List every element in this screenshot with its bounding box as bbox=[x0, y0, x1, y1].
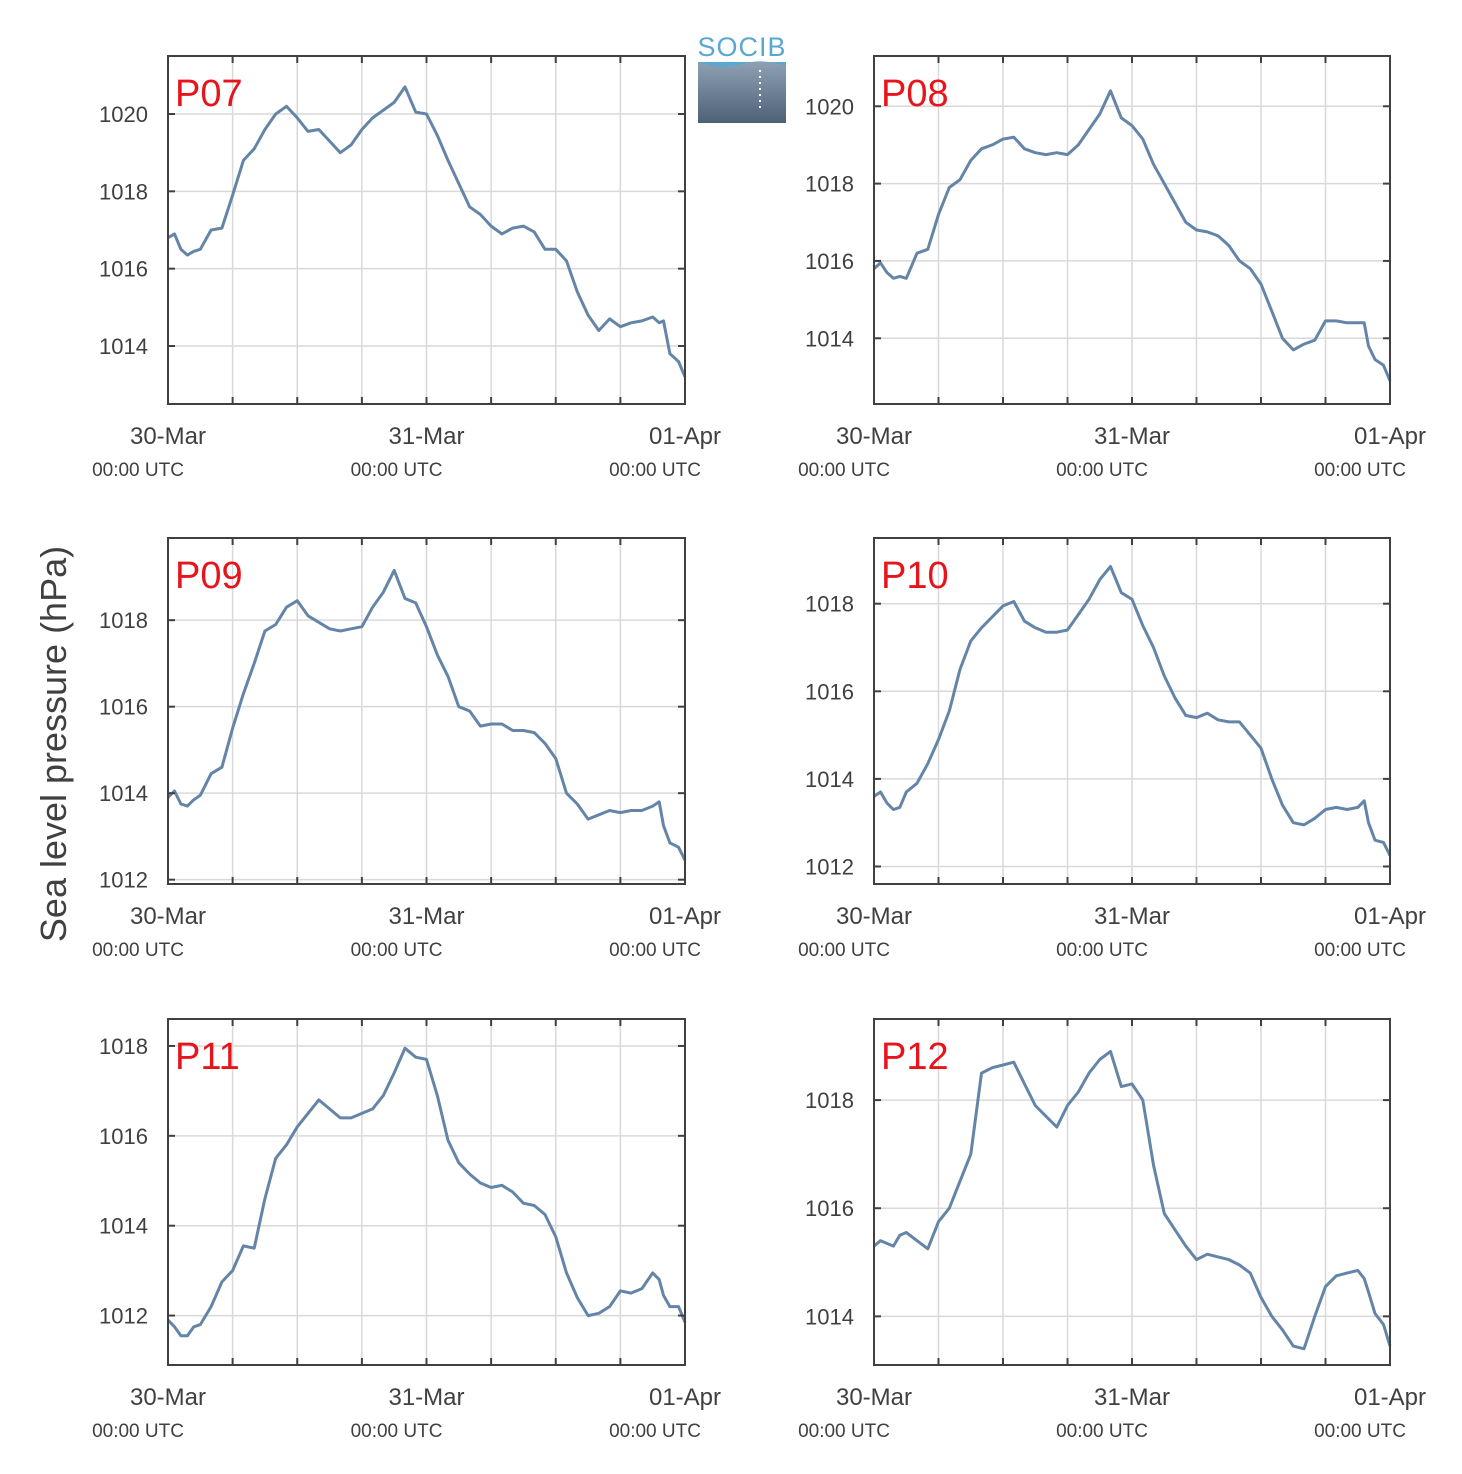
x-tick-label-date: 30-Mar bbox=[836, 423, 912, 450]
x-tick-label-time: 00:00 UTC bbox=[609, 460, 701, 481]
y-tick-label: 1018 bbox=[99, 1034, 148, 1059]
x-tick-label-date: 01-Apr bbox=[649, 423, 721, 450]
x-tick-label-time: 00:00 UTC bbox=[351, 460, 443, 481]
series-line-p11 bbox=[166, 1046, 687, 1338]
x-tick-label-time: 00:00 UTC bbox=[92, 940, 184, 961]
y-tick-label: 1016 bbox=[805, 249, 854, 274]
y-tick-label: 1018 bbox=[805, 1088, 854, 1113]
panel-p07: 1014 1016 1018 1020 30-Mar 00:00 UTC 31-Mar 00:… bbox=[92, 55, 721, 481]
x-tick-label-time: 00:00 UTC bbox=[609, 940, 701, 961]
x-tick-label-date: 01-Apr bbox=[1354, 1384, 1426, 1411]
panel-p09: 1012 1014 1016 1018 30-Mar 00:00 UTC 31-Mar 00:… bbox=[92, 537, 721, 961]
station-label-p07: P07 bbox=[175, 73, 243, 115]
panel-p10: 1012 1014 1016 1018 30-Mar 00:00 UTC 31-Mar 00:… bbox=[798, 537, 1426, 961]
station-label-p08: P08 bbox=[881, 73, 949, 115]
y-tick-label: 1014 bbox=[99, 781, 148, 806]
y-axis-label: Sea level pressure (hPa) bbox=[33, 546, 74, 942]
x-tick-label-time: 00:00 UTC bbox=[1314, 1421, 1406, 1442]
y-tick-label: 1014 bbox=[805, 1304, 854, 1329]
y-tick-label: 1016 bbox=[99, 257, 148, 282]
y-tick-label: 1020 bbox=[805, 94, 854, 119]
logo-block bbox=[698, 62, 786, 123]
x-tick-label-date: 31-Mar bbox=[388, 1384, 464, 1411]
x-tick-label-time: 00:00 UTC bbox=[798, 1421, 890, 1442]
y-tick-label: 1020 bbox=[99, 102, 148, 127]
y-tick-label: 1012 bbox=[99, 1304, 148, 1329]
x-tick-label-date: 31-Mar bbox=[1094, 1384, 1170, 1411]
x-tick-label-time: 00:00 UTC bbox=[1056, 460, 1148, 481]
y-tick-label: 1012 bbox=[805, 854, 854, 879]
y-tick-label: 1018 bbox=[805, 592, 854, 617]
x-tick-label-date: 01-Apr bbox=[1354, 423, 1426, 450]
x-tick-label-date: 30-Mar bbox=[130, 1384, 206, 1411]
y-tick-label: 1018 bbox=[805, 172, 854, 197]
series-line-p09 bbox=[166, 568, 687, 861]
y-tick-label: 1014 bbox=[805, 767, 854, 792]
logo-wave bbox=[698, 61, 786, 67]
x-tick-label-time: 00:00 UTC bbox=[351, 940, 443, 961]
x-tick-label-date: 31-Mar bbox=[1094, 903, 1170, 930]
x-tick-label-date: 30-Mar bbox=[836, 1384, 912, 1411]
x-tick-label-time: 00:00 UTC bbox=[609, 1421, 701, 1442]
y-tick-label: 1016 bbox=[99, 695, 148, 720]
panels-container: 1014 1016 1018 1020 30-Mar 00:00 UTC 31-Mar 00:… bbox=[92, 55, 1426, 1442]
x-tick-label-time: 00:00 UTC bbox=[1056, 940, 1148, 961]
x-tick-label-time: 00:00 UTC bbox=[798, 940, 890, 961]
station-label-p10: P10 bbox=[881, 555, 949, 597]
y-tick-label: 1016 bbox=[805, 1196, 854, 1221]
x-tick-label-time: 00:00 UTC bbox=[1314, 460, 1406, 481]
y-tick-label: 1014 bbox=[99, 1214, 148, 1239]
y-tick-label: 1014 bbox=[805, 326, 854, 351]
y-tick-label: 1014 bbox=[99, 334, 148, 359]
series-line-p08 bbox=[873, 89, 1392, 382]
x-tick-label-time: 00:00 UTC bbox=[351, 1421, 443, 1442]
y-tick-label: 1016 bbox=[805, 679, 854, 704]
panel-p08: 1014 1016 1018 1020 30-Mar 00:00 UTC 31-Mar 00:… bbox=[798, 55, 1426, 481]
station-label-p09: P09 bbox=[175, 555, 243, 597]
x-tick-label-date: 01-Apr bbox=[649, 903, 721, 930]
series-line-p07 bbox=[167, 85, 687, 378]
y-tick-label: 1018 bbox=[99, 179, 148, 204]
x-tick-label-time: 00:00 UTC bbox=[92, 460, 184, 481]
x-tick-label-date: 01-Apr bbox=[649, 1384, 721, 1411]
x-tick-label-date: 30-Mar bbox=[836, 903, 912, 930]
station-label-p12: P12 bbox=[881, 1036, 949, 1078]
series-line-p10 bbox=[873, 565, 1392, 857]
y-tick-label: 1012 bbox=[99, 868, 148, 893]
x-tick-label-date: 30-Mar bbox=[130, 903, 206, 930]
y-tick-label: 1018 bbox=[99, 608, 148, 633]
x-tick-label-time: 00:00 UTC bbox=[1314, 940, 1406, 961]
socib-logo: SOCIB bbox=[697, 32, 786, 123]
y-tick-label: 1016 bbox=[99, 1124, 148, 1149]
x-tick-label-date: 01-Apr bbox=[1354, 903, 1426, 930]
panel-p11: 1012 1014 1016 1018 30-Mar 00:00 UTC 31-Mar 00:… bbox=[92, 1018, 721, 1442]
panel-p12: 1014 1016 1018 30-Mar 00:00 UTC 31-Mar 00:00 U… bbox=[798, 1018, 1426, 1442]
x-tick-label-time: 00:00 UTC bbox=[92, 1421, 184, 1442]
x-tick-label-date: 31-Mar bbox=[388, 423, 464, 450]
station-label-p11: P11 bbox=[175, 1036, 240, 1078]
series-line-p12 bbox=[873, 1049, 1392, 1351]
x-tick-label-time: 00:00 UTC bbox=[1056, 1421, 1148, 1442]
socib-logo-text: SOCIB bbox=[697, 32, 786, 62]
x-tick-label-time: 00:00 UTC bbox=[798, 460, 890, 481]
x-tick-label-date: 30-Mar bbox=[130, 423, 206, 450]
x-tick-label-date: 31-Mar bbox=[1094, 423, 1170, 450]
x-tick-label-date: 31-Mar bbox=[388, 903, 464, 930]
